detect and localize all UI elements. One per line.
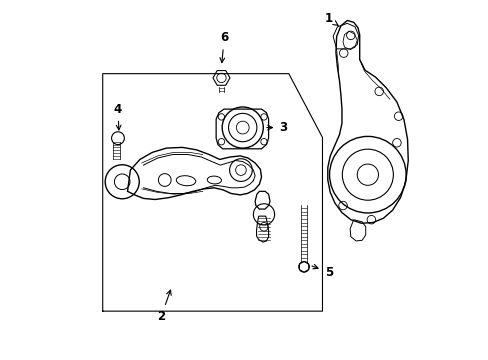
- Text: 4: 4: [114, 103, 122, 130]
- Text: 3: 3: [266, 121, 287, 134]
- Text: 5: 5: [311, 264, 332, 279]
- Text: 2: 2: [157, 290, 171, 323]
- Text: 1: 1: [324, 12, 337, 25]
- Text: 6: 6: [220, 31, 228, 63]
